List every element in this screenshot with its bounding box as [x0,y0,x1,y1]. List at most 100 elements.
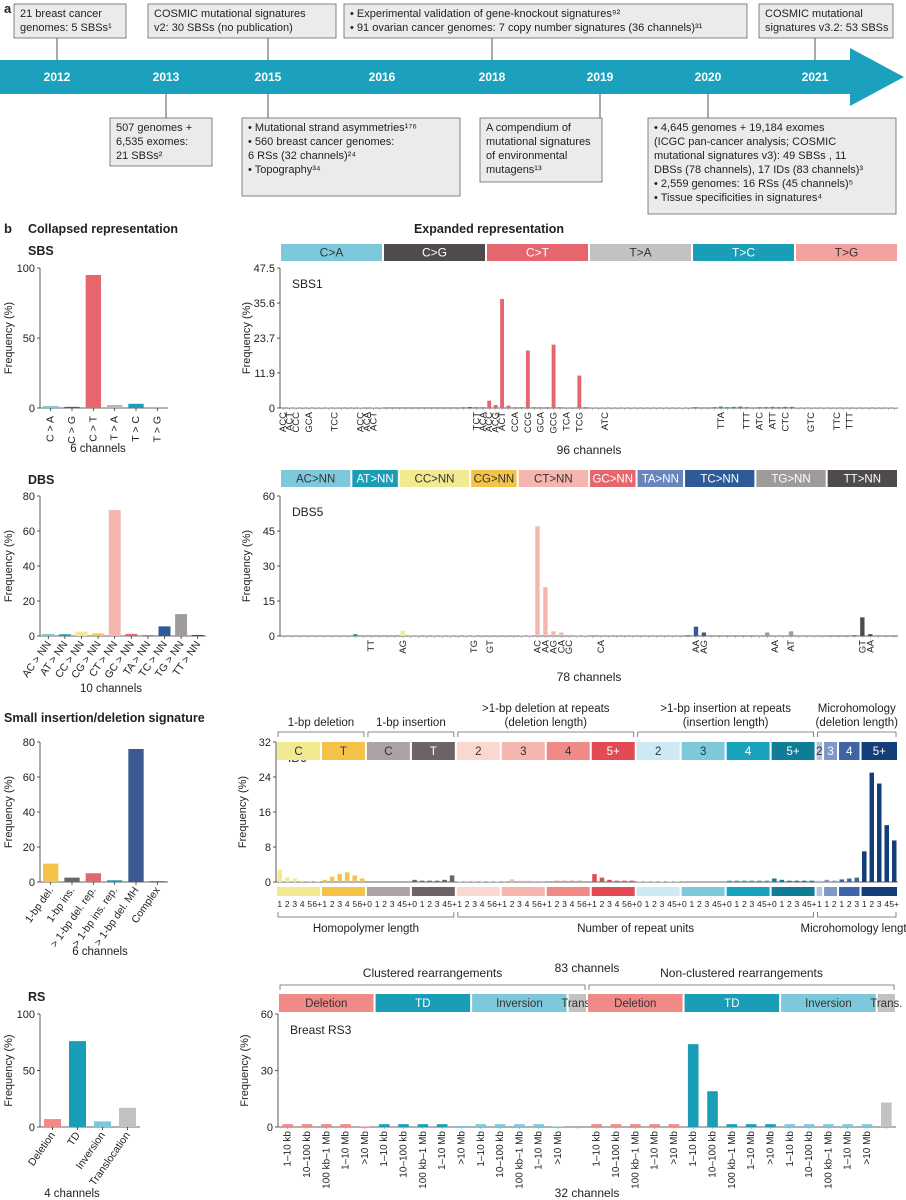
bar [820,635,825,636]
bar [352,875,357,882]
x-tick-label: 1–10 kb [688,1131,699,1167]
x-tick-label: TTC [832,412,843,431]
year-label: 2019 [587,70,614,84]
event-text: • 4,645 genomes + 19,184 exomes [654,122,825,134]
x-tick-label: CCA [510,411,521,432]
group-header-label: Deletion [305,998,347,1010]
group-header-label: C>A [320,246,344,260]
x-tick-label: TTT [742,412,753,430]
y-tick-label: 50 [23,333,35,345]
x-tick-label: 3 [750,899,755,909]
bar [659,881,665,882]
bar [367,881,372,882]
group-header-label: C [384,746,392,758]
x-tick-label: ATC [755,412,766,430]
x-tick-label: 3 [660,899,665,909]
bar [532,407,537,408]
bar [128,749,144,882]
group-header [591,742,635,760]
group-strip [366,887,410,896]
bar [119,1107,136,1127]
bar [479,880,485,882]
group-header [568,994,586,1012]
x-tick-label: ACC [355,412,366,432]
group-strip [636,887,680,896]
rearrangement-group-title: Clustered rearrangements [363,966,502,980]
bar [364,407,369,408]
x-tick-label: TTA [716,411,727,429]
event-text: 21 breast cancer [20,8,102,20]
x-tick-label: >10 Mb [669,1131,680,1165]
x-tick-label: 4 [397,899,402,909]
bar [307,407,311,408]
x-tick-label: 1 [645,899,650,909]
x-tick-label: 6+ [537,899,547,909]
y-tick-label: 30 [263,561,275,573]
bar [419,880,425,882]
bar [644,881,650,882]
bar [284,877,290,882]
bar [149,881,166,882]
bar [783,406,788,408]
x-tick-label: ATT [767,412,778,429]
bar [417,1124,429,1127]
bar [475,1124,487,1127]
x-tick-label: 1 [839,899,844,909]
bar [502,881,507,882]
x-tick-label: 1 [779,899,784,909]
x-tick-label: AA [691,639,702,652]
event-text: mutational signatures v3): 49 SBSs , 11 [654,150,846,162]
group-strip [321,887,365,896]
bar [707,1091,718,1127]
indel-group-subtitle: (deletion length) [816,717,899,729]
group-header [590,244,691,261]
y-tick-label: 60 [263,491,275,503]
bar [404,881,410,882]
group-header-label: 2 [816,746,822,758]
bar [637,881,642,882]
bar [706,407,711,408]
event-text: • 91 ovarian cancer genomes: 7 copy numb… [350,22,703,34]
bar [337,874,342,882]
bar [584,881,590,882]
bar [524,880,530,882]
x-tick-label: 1–10 kb [592,1131,603,1167]
group-header-label: 2 [655,746,661,758]
bar [282,1124,293,1127]
y-tick-label: 11.9 [254,368,275,380]
x-tick-label: ACT [368,412,379,431]
group-header-label: TC>NN [700,474,739,486]
chart-id_expanded: Frequency (%)08162432ID683 channels1-bp … [237,703,906,975]
group-header [384,244,485,261]
bar [796,635,802,636]
bar [467,407,472,408]
bar [868,634,873,636]
event-box [758,3,894,39]
indel-group-title: Microhomology [818,703,896,715]
bar [558,407,562,408]
event-text: 21 SBSs² [116,150,163,162]
group-header [796,244,897,261]
bar [680,407,685,408]
x-tick-label: 5+ [889,899,899,909]
year-label: 2021 [802,70,829,84]
bar [75,631,88,636]
x-tick-label: GCG [549,412,560,434]
bar [378,1124,390,1127]
group-header-label: 3 [520,746,526,758]
group-header [693,244,794,261]
x-tick-label: 4 [615,899,620,909]
group-header-label: T>G [835,246,859,260]
group-header-label: CG>NN [474,474,515,486]
bar [804,635,810,636]
group-header-label: TD [415,998,430,1010]
y-tick-label: 30 [261,1066,273,1078]
group-header [277,742,320,760]
x-tick-label: 4 [802,899,807,909]
y-axis-label: Frequency (%) [3,776,15,848]
group-header-label: Trans. [870,998,902,1010]
x-tick-label: 4 [884,899,889,909]
left-header: Collapsed representation [28,222,178,236]
event-box [241,117,461,197]
